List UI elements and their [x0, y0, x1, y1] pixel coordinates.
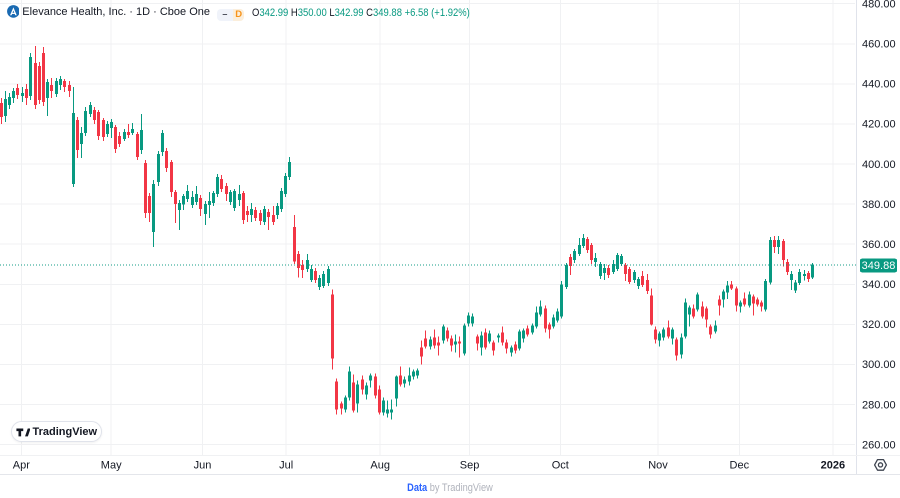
svg-text:300.00: 300.00: [862, 359, 896, 371]
svg-text:400.00: 400.00: [862, 159, 896, 171]
svg-text:2026: 2026: [821, 460, 845, 472]
svg-text:260.00: 260.00: [862, 439, 896, 451]
svg-text:Nov: Nov: [648, 460, 668, 472]
svg-text:420.00: 420.00: [862, 119, 896, 131]
svg-text:280.00: 280.00: [862, 399, 896, 411]
svg-text:Dec: Dec: [730, 460, 750, 472]
svg-text:460.00: 460.00: [862, 39, 896, 51]
svg-text:Jul: Jul: [279, 460, 293, 472]
svg-text:360.00: 360.00: [862, 239, 896, 251]
svg-text:Sep: Sep: [460, 460, 480, 472]
svg-text:440.00: 440.00: [862, 79, 896, 91]
svg-text:380.00: 380.00: [862, 199, 896, 211]
svg-text:Apr: Apr: [13, 460, 30, 472]
svg-text:340.00: 340.00: [862, 279, 896, 291]
svg-text:May: May: [101, 460, 122, 472]
svg-text:Oct: Oct: [552, 460, 569, 472]
svg-text:480.00: 480.00: [862, 0, 896, 11]
svg-text:320.00: 320.00: [862, 319, 896, 331]
svg-text:349.88: 349.88: [862, 260, 896, 272]
svg-text:Aug: Aug: [370, 460, 390, 472]
svg-text:Jun: Jun: [194, 460, 212, 472]
